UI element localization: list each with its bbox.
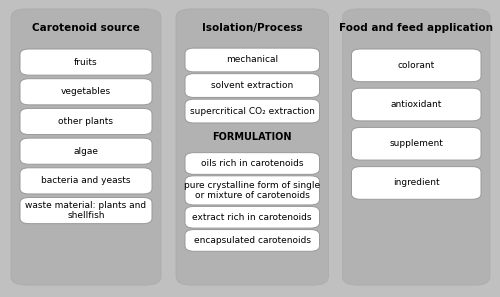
Text: colorant: colorant: [398, 61, 435, 70]
FancyBboxPatch shape: [11, 9, 161, 285]
Text: mechanical: mechanical: [226, 56, 278, 64]
FancyBboxPatch shape: [185, 48, 320, 72]
Text: supplement: supplement: [390, 139, 443, 148]
FancyBboxPatch shape: [176, 9, 328, 285]
FancyBboxPatch shape: [185, 230, 320, 251]
Text: extract rich in carotenoids: extract rich in carotenoids: [192, 213, 312, 222]
FancyBboxPatch shape: [185, 206, 320, 228]
Text: Food and feed application: Food and feed application: [339, 23, 493, 33]
FancyBboxPatch shape: [352, 49, 481, 82]
Text: oils rich in carotenoids: oils rich in carotenoids: [201, 159, 304, 168]
Text: Isolation/Process: Isolation/Process: [202, 23, 302, 33]
FancyBboxPatch shape: [185, 74, 320, 97]
Text: ingredient: ingredient: [393, 178, 440, 187]
Text: bacteria and yeasts: bacteria and yeasts: [41, 176, 131, 185]
FancyBboxPatch shape: [185, 153, 320, 174]
Text: Carotenoid source: Carotenoid source: [32, 23, 140, 33]
FancyBboxPatch shape: [185, 176, 320, 205]
Text: pure crystalline form of single
or mixture of carotenoids: pure crystalline form of single or mixtu…: [184, 181, 320, 200]
FancyBboxPatch shape: [185, 99, 320, 123]
Text: vegetables: vegetables: [61, 87, 111, 96]
Text: other plants: other plants: [58, 117, 114, 126]
Text: encapsulated carotenoids: encapsulated carotenoids: [194, 236, 311, 245]
FancyBboxPatch shape: [20, 168, 152, 194]
FancyBboxPatch shape: [20, 49, 152, 75]
Text: fruits: fruits: [74, 58, 98, 67]
Text: waste material: plants and
shellfish: waste material: plants and shellfish: [26, 201, 146, 220]
Text: antioxidant: antioxidant: [390, 100, 442, 109]
FancyBboxPatch shape: [352, 127, 481, 160]
FancyBboxPatch shape: [20, 79, 152, 105]
FancyBboxPatch shape: [352, 167, 481, 199]
Text: algae: algae: [74, 147, 98, 156]
FancyBboxPatch shape: [342, 9, 490, 285]
Text: FORMULATION: FORMULATION: [212, 132, 292, 142]
FancyBboxPatch shape: [20, 138, 152, 164]
FancyBboxPatch shape: [20, 198, 152, 224]
Text: supercritical CO₂ extraction: supercritical CO₂ extraction: [190, 107, 314, 116]
FancyBboxPatch shape: [20, 108, 152, 135]
FancyBboxPatch shape: [352, 88, 481, 121]
Text: solvent extraction: solvent extraction: [211, 81, 294, 90]
